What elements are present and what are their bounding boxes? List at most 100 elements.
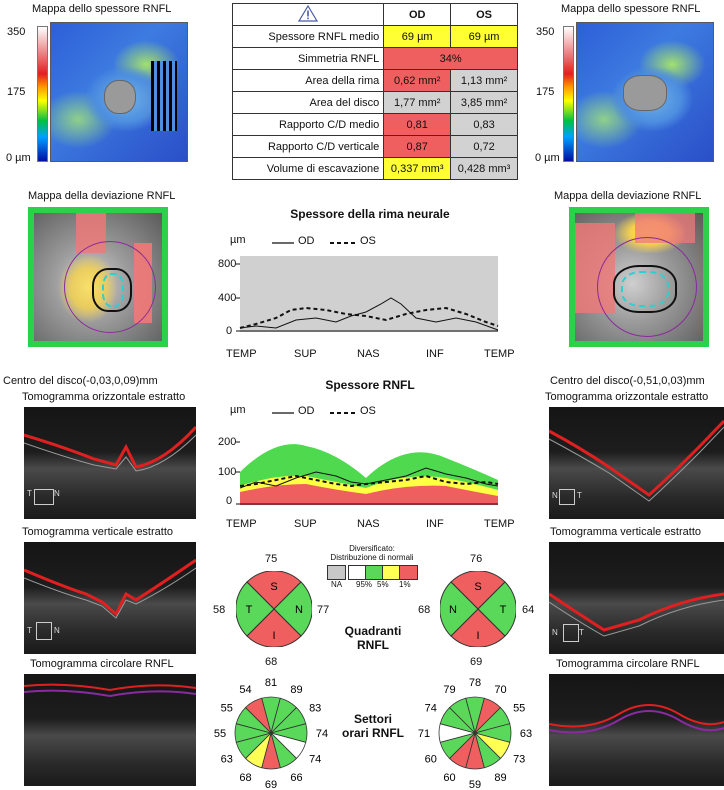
od-tomo-h-layers xyxy=(24,425,196,472)
row-label: Area della rima xyxy=(231,69,385,92)
od-deviation-map-title: Mappa della deviazione RNFL xyxy=(28,190,176,202)
rim-os-line xyxy=(239,306,499,329)
od-quadrant-temporal xyxy=(236,581,275,637)
distribution-legend-title-line1: Diversificato: xyxy=(349,544,395,553)
rnfl-chart-legend xyxy=(272,412,356,414)
os-scale-bottom: 0 µm xyxy=(535,152,560,164)
clock-hours-label-line1: Settori xyxy=(353,712,392,726)
parameters-table: OD OS Spessore RNFL medio 69 µm 69 µm Si… xyxy=(231,3,518,180)
row-label: Spessore RNFL medio xyxy=(231,25,385,48)
od-tomogram-vertical[interactable]: T N xyxy=(24,542,196,654)
os-thickness-map-title: Mappa dello spessore RNFL xyxy=(561,3,701,15)
od-tomo-v-marker-a: T xyxy=(27,626,32,635)
distribution-legend-title-line2: Distribuzione di normali xyxy=(330,553,414,562)
od-clock-chart: 81 89 83 74 74 66 69 68 63 55 55 54 xyxy=(214,677,328,790)
od-tomo-h-marker-box xyxy=(34,489,54,505)
table-row: Rapporto C/D medio 0,81 0,83 xyxy=(231,113,518,136)
od-clock-value: 81 xyxy=(265,677,277,689)
od-scale-mid: 175 xyxy=(7,86,26,98)
od-clock-value: 66 xyxy=(290,772,302,784)
header-od: OD xyxy=(383,3,452,26)
os-tomo-v-marker-b: T xyxy=(579,628,584,637)
od-quadrant-superior xyxy=(246,571,302,610)
quadrants-label-line2: RNFL xyxy=(357,638,389,652)
os-optic-disc xyxy=(623,75,667,111)
os-rnfl-thickness-map[interactable] xyxy=(576,22,714,162)
rnfl-abnormal-band xyxy=(240,484,498,505)
os-quadrant-n-label: N xyxy=(449,604,457,616)
rim-thickness-chart xyxy=(236,256,499,332)
od-thickness-map-title: Mappa dello spessore RNFL xyxy=(32,3,172,15)
os-quadrant-temporal xyxy=(477,581,516,637)
row-os-value: 0,83 xyxy=(450,113,518,136)
od-clock-value: 54 xyxy=(239,684,251,696)
rim-legend-od: OD xyxy=(298,235,315,247)
od-rnfl-deviation-map[interactable] xyxy=(28,207,168,347)
os-tomogram-horizontal[interactable]: N T xyxy=(549,407,724,519)
od-clock-hours: 81 89 83 74 74 66 69 68 63 55 55 54 xyxy=(206,674,336,790)
od-rnfl-thickness-map[interactable] xyxy=(50,22,188,162)
od-quadrant-inferior xyxy=(246,608,302,647)
os-cup-outline xyxy=(621,271,669,307)
od-clock-value: 89 xyxy=(290,684,302,696)
od-clock-value: 74 xyxy=(309,754,321,766)
os-disc-center: Centro del disco(-0,51,0,03)mm xyxy=(550,375,705,387)
rim-xtick: SUP xyxy=(294,348,317,360)
legend-label-1: 1% xyxy=(399,580,411,589)
rim-ytick: 400 xyxy=(218,292,237,304)
rnfl-xtick: TEMP xyxy=(484,518,515,530)
os-clock-chart: 78 70 55 63 73 89 59 60 60 71 74 79 xyxy=(418,677,532,790)
os-quadrant-s-label: S xyxy=(474,581,481,593)
row-label: Simmetria RNFL xyxy=(231,47,385,70)
os-color-scale-bar xyxy=(563,26,574,162)
od-tomogram-horizontal[interactable]: T N xyxy=(24,407,196,519)
os-tomo-h-marker-a: N xyxy=(552,491,558,500)
os-tomogram-circular[interactable] xyxy=(549,674,724,786)
rnfl-thickness-chart xyxy=(236,441,499,505)
od-tomo-h-marker-b: N xyxy=(54,489,60,498)
os-tomo-h-layers xyxy=(549,419,724,502)
os-clock-value: 55 xyxy=(513,703,525,715)
warning-icon xyxy=(298,4,319,22)
rim-xtick: TEMP xyxy=(484,348,515,360)
rnfl-ytick: 200 xyxy=(218,436,237,448)
rim-od-line xyxy=(239,297,499,331)
od-quadrant-s-label: S xyxy=(270,581,277,593)
od-scale-bottom: 0 µm xyxy=(6,152,31,164)
os-clock-value: 60 xyxy=(425,754,437,766)
os-tomo-h-marker-b: T xyxy=(577,491,582,500)
od-quadrant-chart: S T N I xyxy=(236,571,312,647)
od-tomogram-circular[interactable] xyxy=(24,674,196,786)
os-clock-value: 73 xyxy=(513,754,525,766)
table-row: Simmetria RNFL 34% xyxy=(231,47,518,70)
table-row: Spessore RNFL medio 69 µm 69 µm xyxy=(231,25,518,48)
rim-ytick: 0 xyxy=(226,325,233,337)
quadrants-label-line1: Quadranti xyxy=(344,624,402,638)
os-deviation-map-title: Mappa della deviazione RNFL xyxy=(554,190,702,202)
od-color-scale-bar xyxy=(37,26,48,162)
os-clock-value: 78 xyxy=(469,677,481,689)
rim-chart-unit: µm xyxy=(230,234,246,246)
od-clock-sector xyxy=(244,697,272,735)
os-quadrant-bottom-value: 69 xyxy=(470,656,483,668)
rim-xtick: TEMP xyxy=(226,348,257,360)
od-tomo-c-layers xyxy=(24,683,196,698)
os-tomo-h-marker-box xyxy=(559,489,575,505)
os-clock-value: 63 xyxy=(520,728,532,740)
os-tomo-circular-title: Tomogramma circolare RNFL xyxy=(556,658,700,670)
rim-chart-legend xyxy=(272,242,356,244)
os-quadrant-i-label: I xyxy=(476,630,479,642)
os-tomogram-vertical[interactable]: N T xyxy=(549,542,724,654)
os-clock-value: 71 xyxy=(418,728,430,740)
od-clock-value: 74 xyxy=(316,728,328,740)
os-quadrant-right-value: 64 xyxy=(522,604,535,616)
legend-label-95: 95% xyxy=(356,580,373,589)
od-quadrant-bottom-value: 68 xyxy=(265,656,278,668)
rnfl-legend-od: OD xyxy=(298,405,315,417)
row-od-value: 1,77 mm² xyxy=(383,91,452,114)
od-tomo-v-layers xyxy=(24,558,196,619)
od-clock-value: 69 xyxy=(265,779,277,790)
os-rnfl-deviation-map[interactable] xyxy=(569,207,709,347)
row-od-value: 69 µm xyxy=(383,25,452,48)
rnfl-xtick: SUP xyxy=(294,518,317,530)
